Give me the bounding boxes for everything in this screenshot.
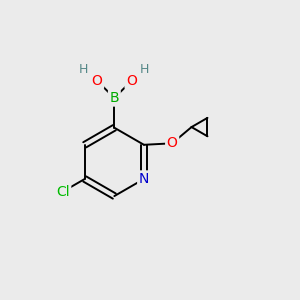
Text: O: O (167, 136, 178, 150)
Text: O: O (126, 74, 137, 88)
Text: B: B (110, 91, 119, 105)
Text: O: O (92, 74, 103, 88)
Text: N: N (139, 172, 149, 186)
Text: Cl: Cl (56, 184, 70, 199)
Text: H: H (140, 63, 149, 76)
Text: H: H (79, 63, 88, 76)
